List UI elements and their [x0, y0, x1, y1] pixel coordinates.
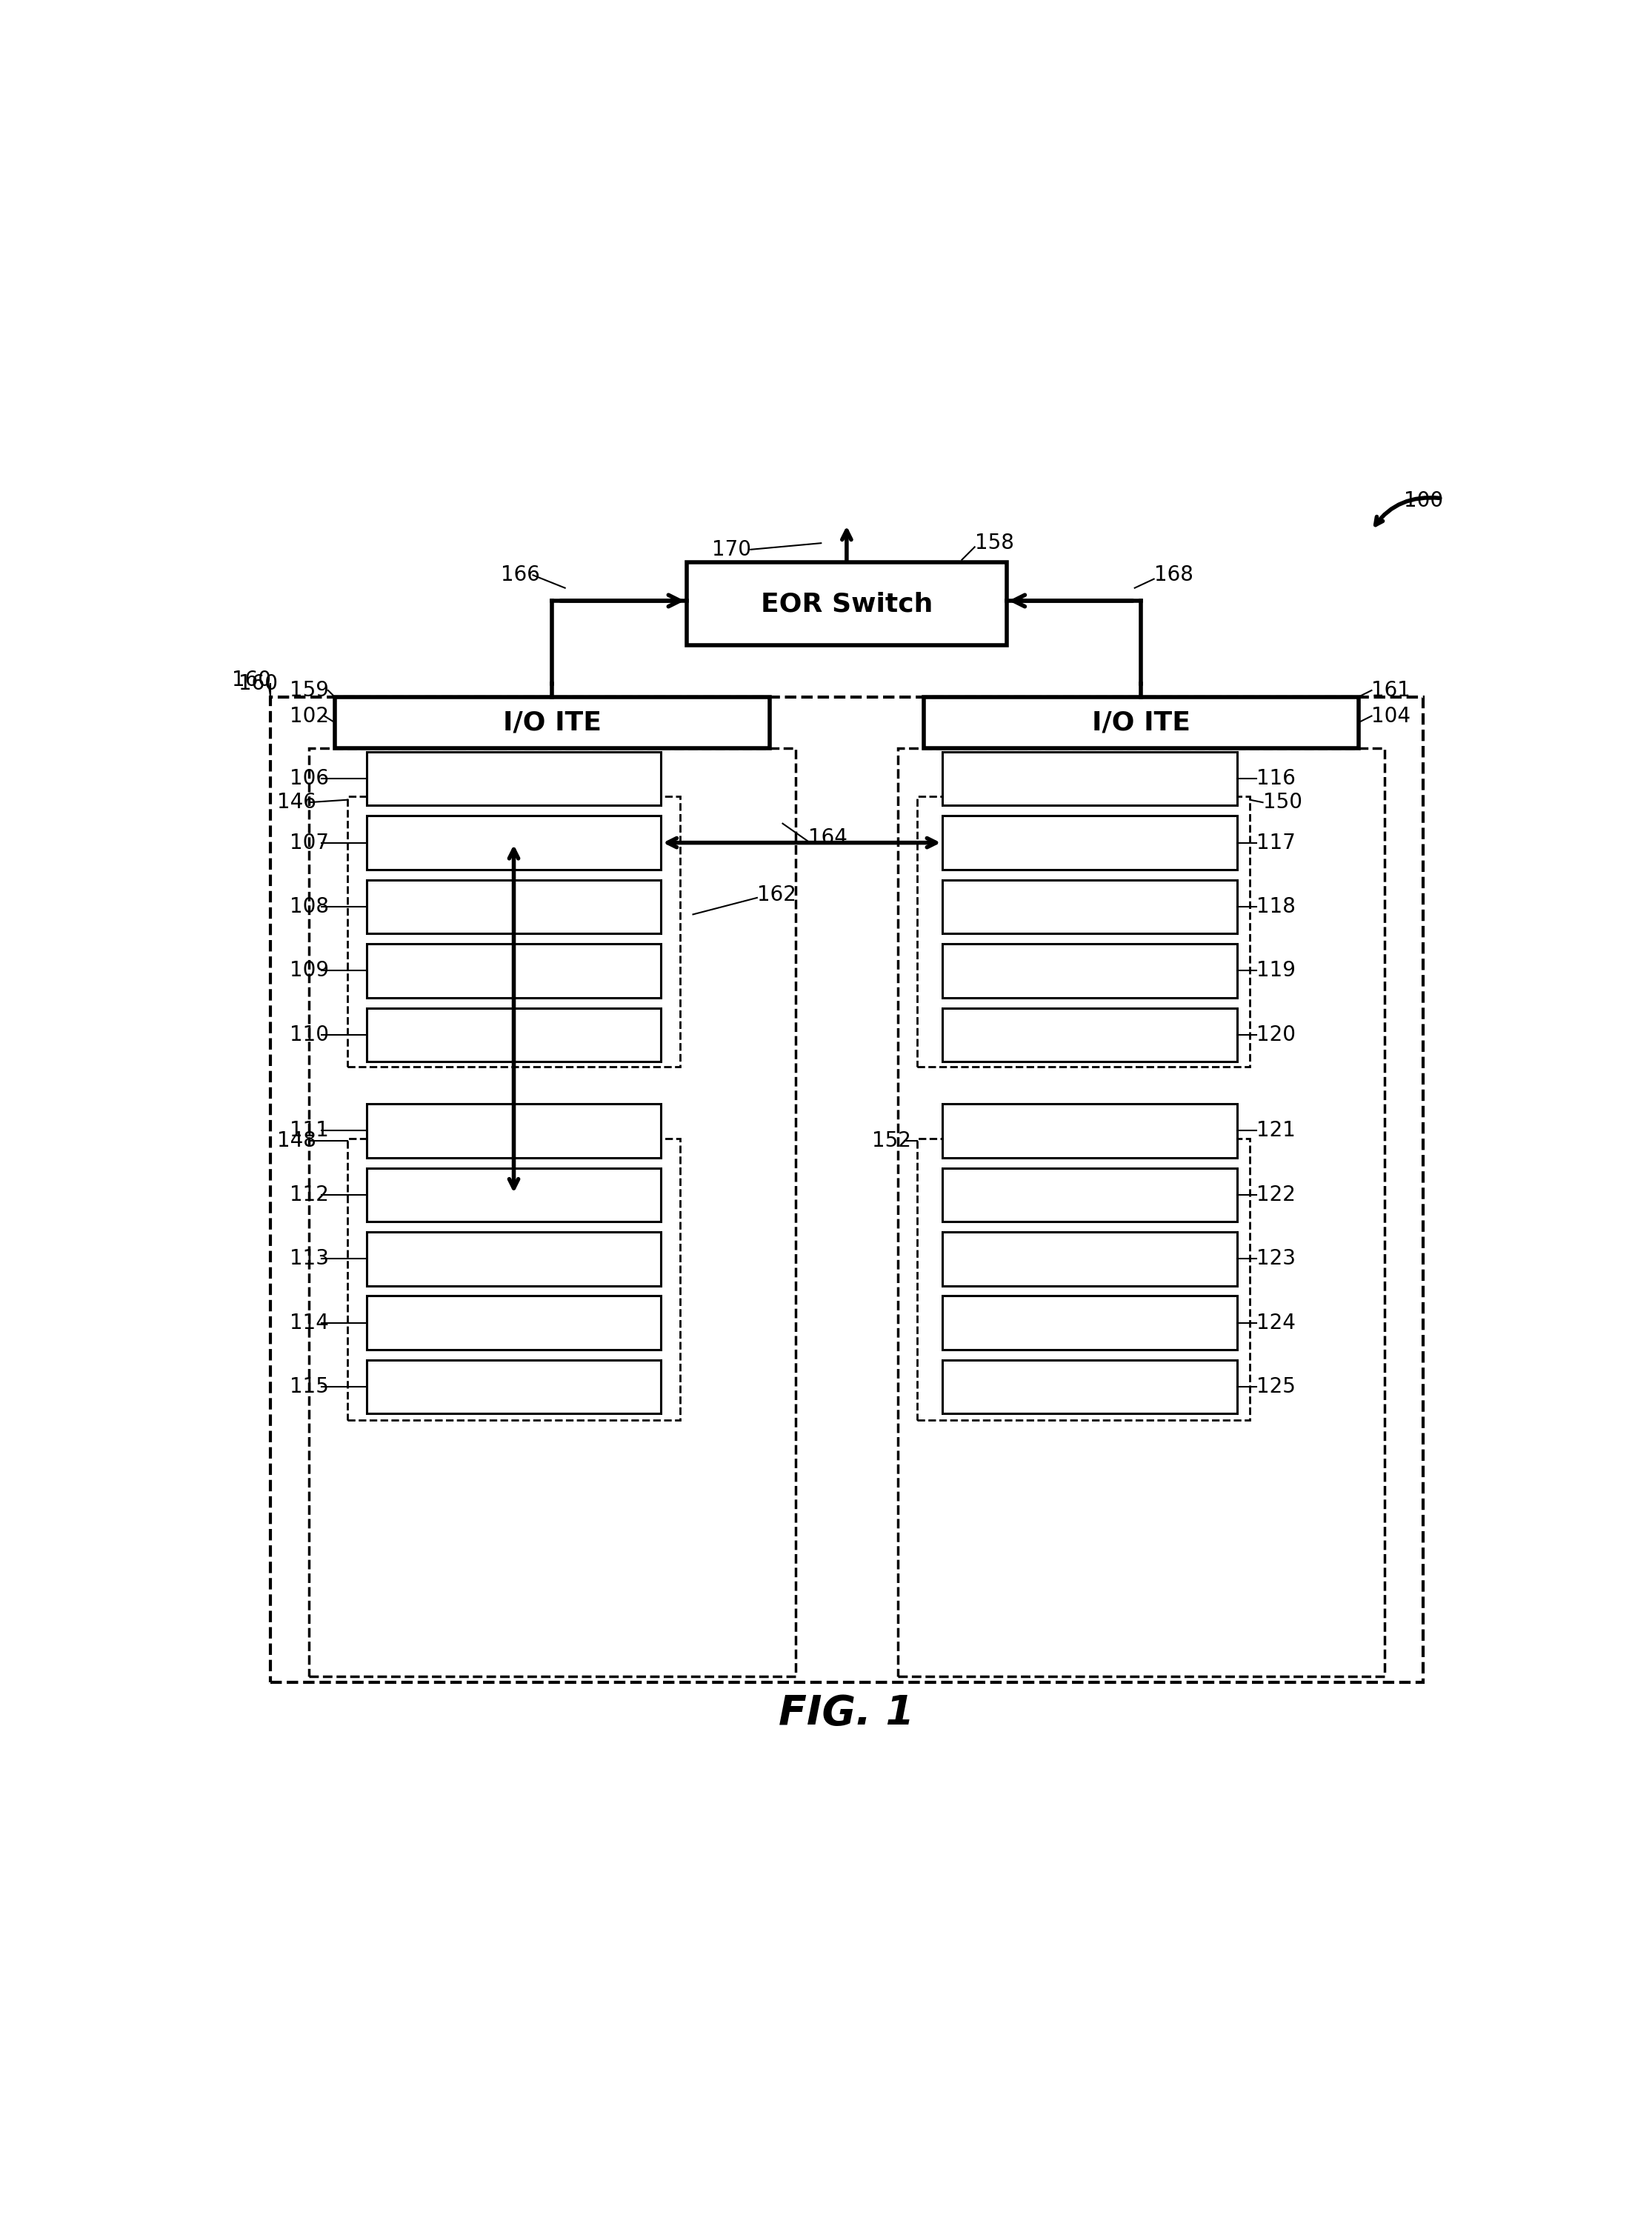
Text: 122: 122	[1256, 1184, 1295, 1206]
Bar	[367, 751, 661, 805]
Text: 170: 170	[712, 539, 752, 559]
Bar	[367, 880, 661, 934]
Text: 124: 124	[1256, 1313, 1295, 1333]
Bar	[943, 1233, 1237, 1286]
Bar	[687, 562, 1006, 646]
Text: 121: 121	[1256, 1121, 1295, 1141]
Text: 160: 160	[238, 673, 278, 693]
Bar	[309, 749, 795, 1676]
Text: 118: 118	[1256, 896, 1295, 916]
Text: 107: 107	[289, 831, 329, 854]
Text: 125: 125	[1256, 1378, 1295, 1398]
Text: 168: 168	[1153, 564, 1193, 586]
Text: 108: 108	[289, 896, 329, 916]
Bar	[271, 698, 1422, 1683]
Text: 104: 104	[1371, 707, 1411, 727]
Text: 159: 159	[289, 680, 329, 700]
Bar	[943, 1008, 1237, 1061]
Text: 161: 161	[1371, 680, 1411, 700]
Text: 166: 166	[501, 564, 540, 586]
Text: 112: 112	[289, 1184, 329, 1206]
Text: 116: 116	[1256, 769, 1295, 789]
Text: 102: 102	[289, 707, 329, 727]
Bar	[917, 796, 1251, 1068]
Text: 114: 114	[289, 1313, 329, 1333]
Text: 148: 148	[278, 1130, 316, 1152]
Text: 158: 158	[975, 533, 1014, 553]
Bar	[367, 1233, 661, 1286]
Text: 111: 111	[289, 1121, 329, 1141]
Bar	[367, 943, 661, 999]
Bar	[367, 816, 661, 869]
Bar	[917, 1139, 1251, 1420]
Bar	[367, 1103, 661, 1157]
Text: EOR Switch: EOR Switch	[760, 591, 933, 617]
Text: 120: 120	[1256, 1025, 1295, 1045]
Bar	[943, 816, 1237, 869]
Bar	[943, 1360, 1237, 1413]
Bar	[334, 698, 770, 749]
Bar	[367, 1008, 661, 1061]
Text: 164: 164	[808, 827, 847, 847]
Text: 100: 100	[1404, 490, 1442, 510]
Text: 146: 146	[278, 791, 316, 814]
Bar	[347, 1139, 681, 1420]
Bar	[943, 1168, 1237, 1221]
Text: I/O ITE: I/O ITE	[502, 709, 601, 736]
Text: 117: 117	[1256, 831, 1295, 854]
Bar	[367, 1360, 661, 1413]
Bar	[943, 751, 1237, 805]
Bar	[367, 1295, 661, 1351]
Bar	[899, 749, 1384, 1676]
Bar	[943, 1295, 1237, 1351]
Text: 162: 162	[757, 885, 796, 905]
Bar	[923, 698, 1358, 749]
Bar	[367, 1168, 661, 1221]
Text: 113: 113	[289, 1248, 329, 1268]
Text: 152: 152	[872, 1130, 912, 1152]
Text: 123: 123	[1256, 1248, 1295, 1268]
Text: 150: 150	[1262, 791, 1302, 814]
Text: 119: 119	[1256, 961, 1295, 981]
Text: 160: 160	[231, 669, 271, 691]
Text: 109: 109	[289, 961, 329, 981]
Text: 106: 106	[289, 769, 329, 789]
Text: 115: 115	[289, 1378, 329, 1398]
Text: 110: 110	[289, 1025, 329, 1045]
Bar	[943, 1103, 1237, 1157]
Bar	[943, 880, 1237, 934]
Bar	[943, 943, 1237, 999]
Text: I/O ITE: I/O ITE	[1092, 709, 1191, 736]
Bar	[347, 796, 681, 1068]
Text: FIG. 1: FIG. 1	[778, 1694, 915, 1734]
